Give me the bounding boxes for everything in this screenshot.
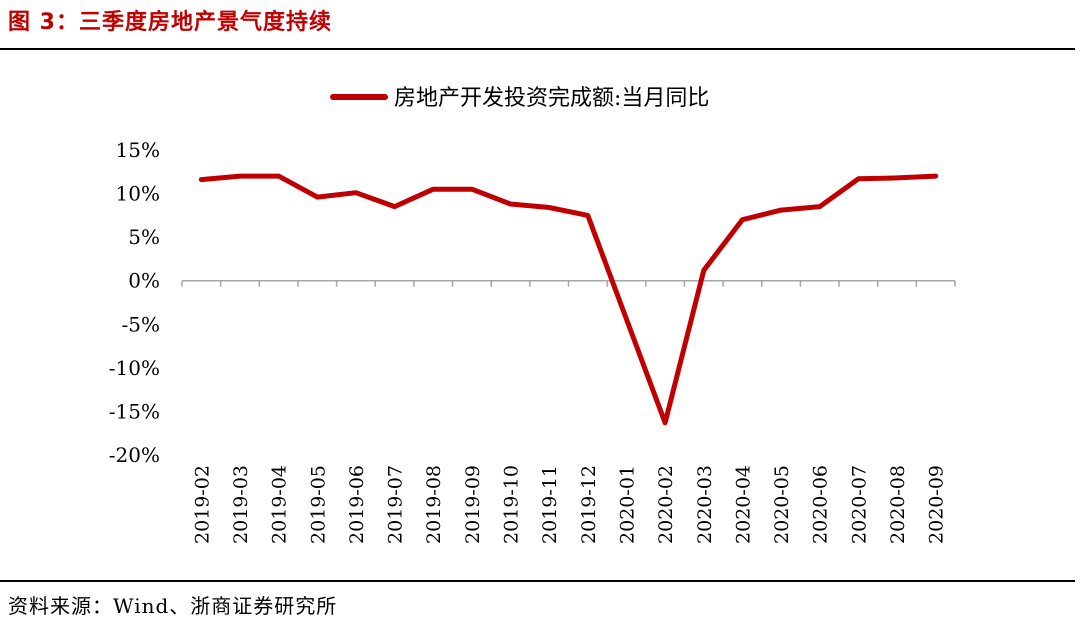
line-chart: 房地产开发投资完成额:当月同比 15% 10% 5% 0% -5% -10% -15% -20… [109,86,956,544]
y-tick-label: -10% [109,356,160,380]
x-tick-label: 2019-03 [230,465,252,544]
legend: 房地产开发投资完成额:当月同比 [330,86,709,111]
y-tick-label: 0% [128,269,160,293]
y-axis-ticks: 15% 10% 5% 0% -5% -10% -15% -20% [109,138,160,467]
x-tick-label: 2020-03 [694,465,716,544]
legend-label: 房地产开发投资完成额:当月同比 [394,86,709,111]
x-tick-label: 2020-08 [887,465,909,544]
x-axis [181,279,956,287]
x-tick-label: 2019-04 [269,465,291,544]
x-tick-label: 2020-02 [655,465,677,544]
x-tick-label: 2019-12 [578,465,600,544]
x-tick-label: 2020-04 [732,465,754,544]
x-tick-label: 2019-06 [346,465,368,544]
figure-title: 图 3：三季度房地产景气度持续 [8,10,332,35]
x-tick-label: 2019-09 [462,465,484,544]
y-tick-label: -15% [109,399,160,423]
source-note: 资料来源：Wind、浙商证券研究所 [8,594,338,618]
x-tick-label: 2019-05 [307,465,329,544]
x-tick-label: 2019-02 [191,465,213,544]
y-tick-label: 5% [128,225,160,249]
y-tick-label: 15% [116,138,160,162]
x-tick-label: 2020-06 [810,465,832,544]
x-tick-label: 2020-01 [616,465,638,544]
x-tick-label: 2020-09 [926,465,948,544]
x-tick-label: 2020-07 [848,465,870,544]
series-line [198,173,939,426]
y-tick-label: -20% [109,443,160,467]
top-rule [0,48,1075,50]
x-tick-label: 2019-08 [423,465,445,544]
y-tick-label: -5% [122,312,161,336]
x-tick-label: 2019-07 [385,465,407,544]
bottom-rule [0,580,1075,582]
x-tick-label: 2019-11 [539,465,561,544]
x-axis-ticks: 2019-02 2019-03 2019-04 2019-05 2019-06 2019-… [191,465,947,544]
x-tick-label: 2019-10 [501,465,523,544]
x-tick-label: 2020-05 [771,465,793,544]
y-tick-label: 10% [116,182,160,206]
